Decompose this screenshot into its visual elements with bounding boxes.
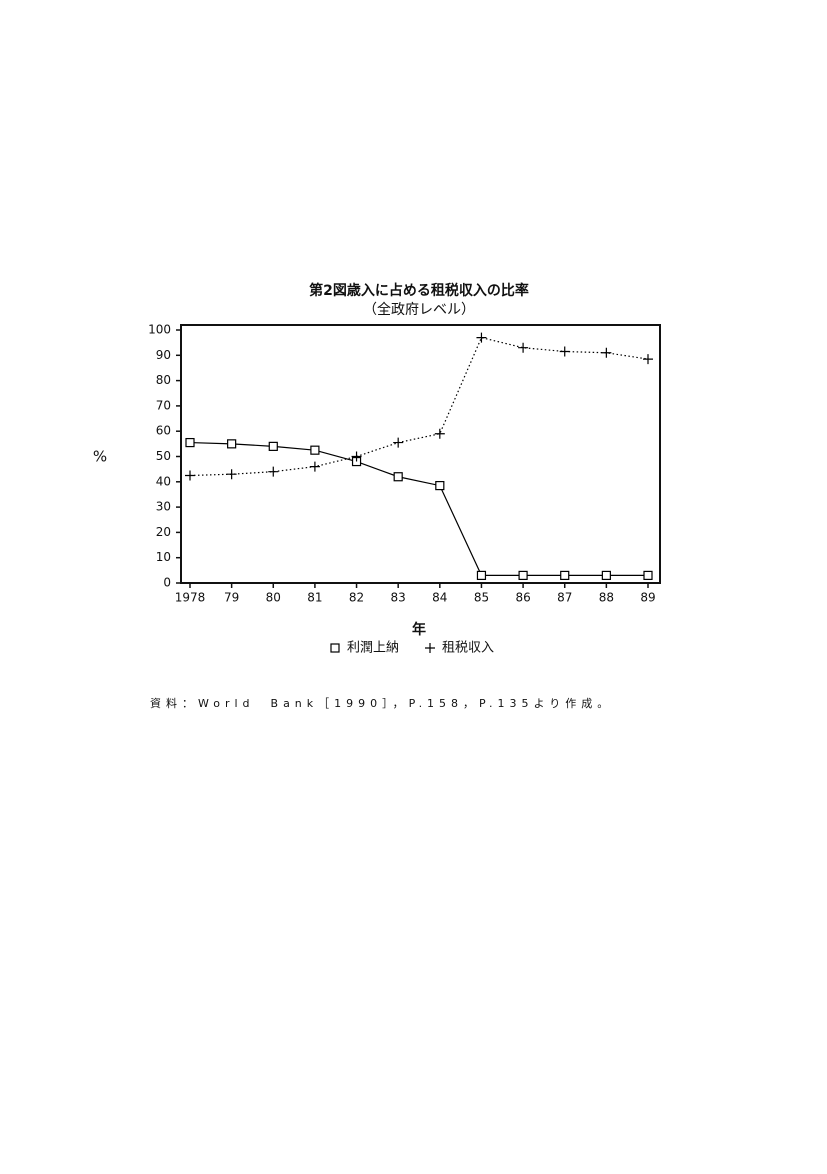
y-tick-label: 20 xyxy=(156,525,171,539)
series-line xyxy=(189,441,648,577)
data-point xyxy=(435,480,445,491)
data-point xyxy=(560,570,570,581)
y-tick-label: 10 xyxy=(156,550,171,564)
source-note: 資料：World Bank［1990］，P.158，P.135より作成。 xyxy=(150,696,613,710)
data-point xyxy=(226,469,237,480)
data-point xyxy=(643,354,653,365)
data-point xyxy=(518,570,528,581)
data-point xyxy=(559,346,570,357)
data-point xyxy=(268,441,278,451)
x-tick-label: 85 xyxy=(474,591,489,605)
y-tick-label: 50 xyxy=(156,449,171,463)
y-tick-label: 100 xyxy=(148,323,171,337)
x-tick-label: 86 xyxy=(515,591,530,605)
data-point xyxy=(434,428,445,439)
y-tick-label: 70 xyxy=(156,398,171,412)
data-point xyxy=(518,342,529,353)
x-tick-label: 89 xyxy=(640,591,655,605)
y-tick-label: 0 xyxy=(163,576,171,590)
x-tick-label: 82 xyxy=(349,591,364,605)
data-point xyxy=(227,439,237,449)
legend-label: 租税収入 xyxy=(442,641,494,656)
data-point xyxy=(185,437,195,448)
data-point xyxy=(309,461,320,472)
x-axis-label: 年 xyxy=(412,621,426,638)
x-tick-label: 1978 xyxy=(175,591,206,605)
y-tick-label: 30 xyxy=(156,500,171,514)
plot-frame xyxy=(180,324,661,584)
data-point xyxy=(268,466,279,477)
x-tick-label: 83 xyxy=(391,591,406,605)
data-point xyxy=(643,570,653,581)
legend-label: 利潤上納 xyxy=(347,641,399,656)
chart-title: 第2図歳入に占める租税収入の比率 xyxy=(309,282,529,299)
y-tick-label: 80 xyxy=(156,373,171,387)
data-point xyxy=(476,332,487,343)
data-point xyxy=(476,570,487,581)
data-point xyxy=(185,470,195,481)
y-tick-label: 90 xyxy=(156,348,171,362)
y-tick-label: 60 xyxy=(156,424,171,438)
data-point xyxy=(351,451,362,462)
y-tick-label: 40 xyxy=(156,474,171,488)
x-tick-label: 79 xyxy=(224,591,239,605)
x-tick-label: 84 xyxy=(432,591,447,605)
data-point xyxy=(393,437,404,448)
y-axis-label: % xyxy=(93,448,107,466)
chart-subtitle: （全政府レベル） xyxy=(363,301,475,318)
legend-marker xyxy=(425,643,435,653)
data-point xyxy=(393,472,403,482)
series-line xyxy=(189,336,649,477)
data-point xyxy=(310,445,320,455)
x-tick-label: 81 xyxy=(307,591,322,605)
x-tick-label: 80 xyxy=(266,591,281,605)
data-point xyxy=(601,347,612,358)
legend-marker xyxy=(330,643,340,653)
x-tick-label: 87 xyxy=(557,591,572,605)
x-tick-label: 88 xyxy=(599,591,614,605)
data-point xyxy=(601,570,611,581)
